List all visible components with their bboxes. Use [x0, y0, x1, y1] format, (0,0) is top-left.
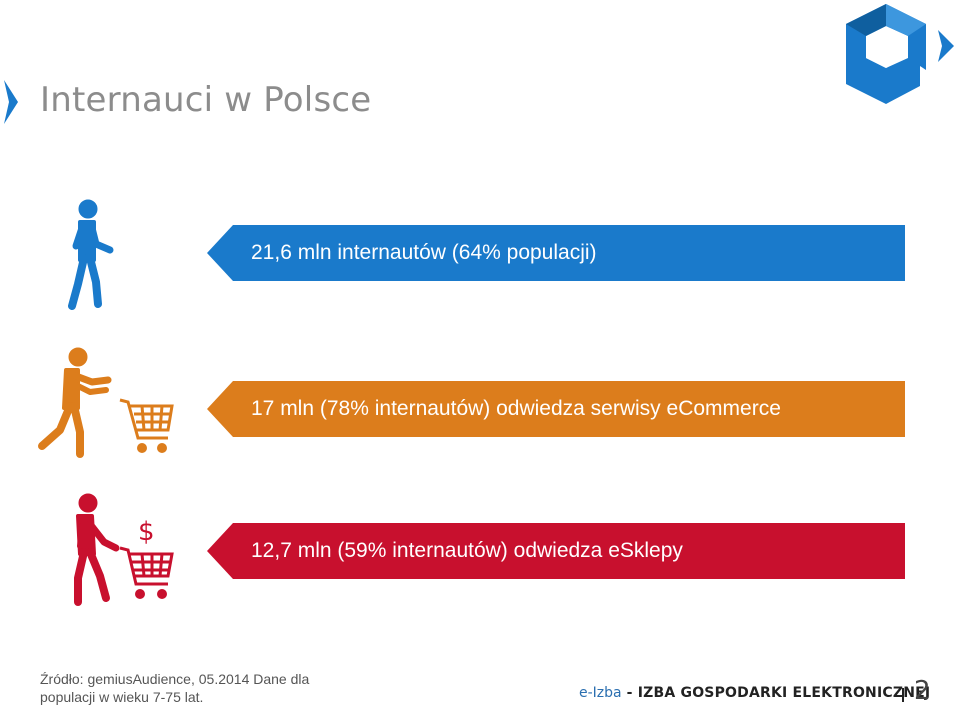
page-title: Internauci w Polsce [40, 80, 372, 120]
stat-banner-ecommerce: 17 mln (78% internautów) odwiedza serwis… [207, 381, 905, 437]
banner-background [207, 225, 905, 281]
banner-background [207, 523, 905, 579]
e-izba-logo [846, 4, 954, 104]
banner-text: 21,6 mln internautów (64% populacji) [251, 241, 597, 264]
footer-brand: e-Izba - IZBA GOSPODARKI ELEKTRONICZNEJ [579, 684, 930, 701]
person-with-shopping-cart-icon [38, 347, 174, 458]
footer-separator [902, 688, 904, 702]
walking-person-icon [68, 199, 114, 310]
banner-text: 17 mln (78% internautów) odwiedza serwis… [251, 397, 781, 420]
source-note: Źródło: gemiusAudience, 05.2014 Dane dla… [40, 671, 310, 705]
svg-text:$: $ [138, 517, 155, 547]
footer-brand-light: e-Izba [579, 685, 622, 701]
person-with-cart-and-dollar-icon: $ [74, 493, 174, 606]
stat-banner-eshops: 12,7 mln (59% internautów) odwiedza eSkl… [207, 523, 905, 579]
banner-text: 12,7 mln (59% internautów) odwiedza eSkl… [251, 539, 683, 562]
stat-banner-internet-users: 21,6 mln internautów (64% populacji) [207, 225, 905, 281]
footer-brand-bold: - IZBA GOSPODARKI ELEKTRONICZNEJ [621, 685, 931, 701]
banner-background [207, 381, 905, 437]
left-chevron-icon [4, 80, 18, 124]
page-number: 2 [914, 676, 931, 706]
